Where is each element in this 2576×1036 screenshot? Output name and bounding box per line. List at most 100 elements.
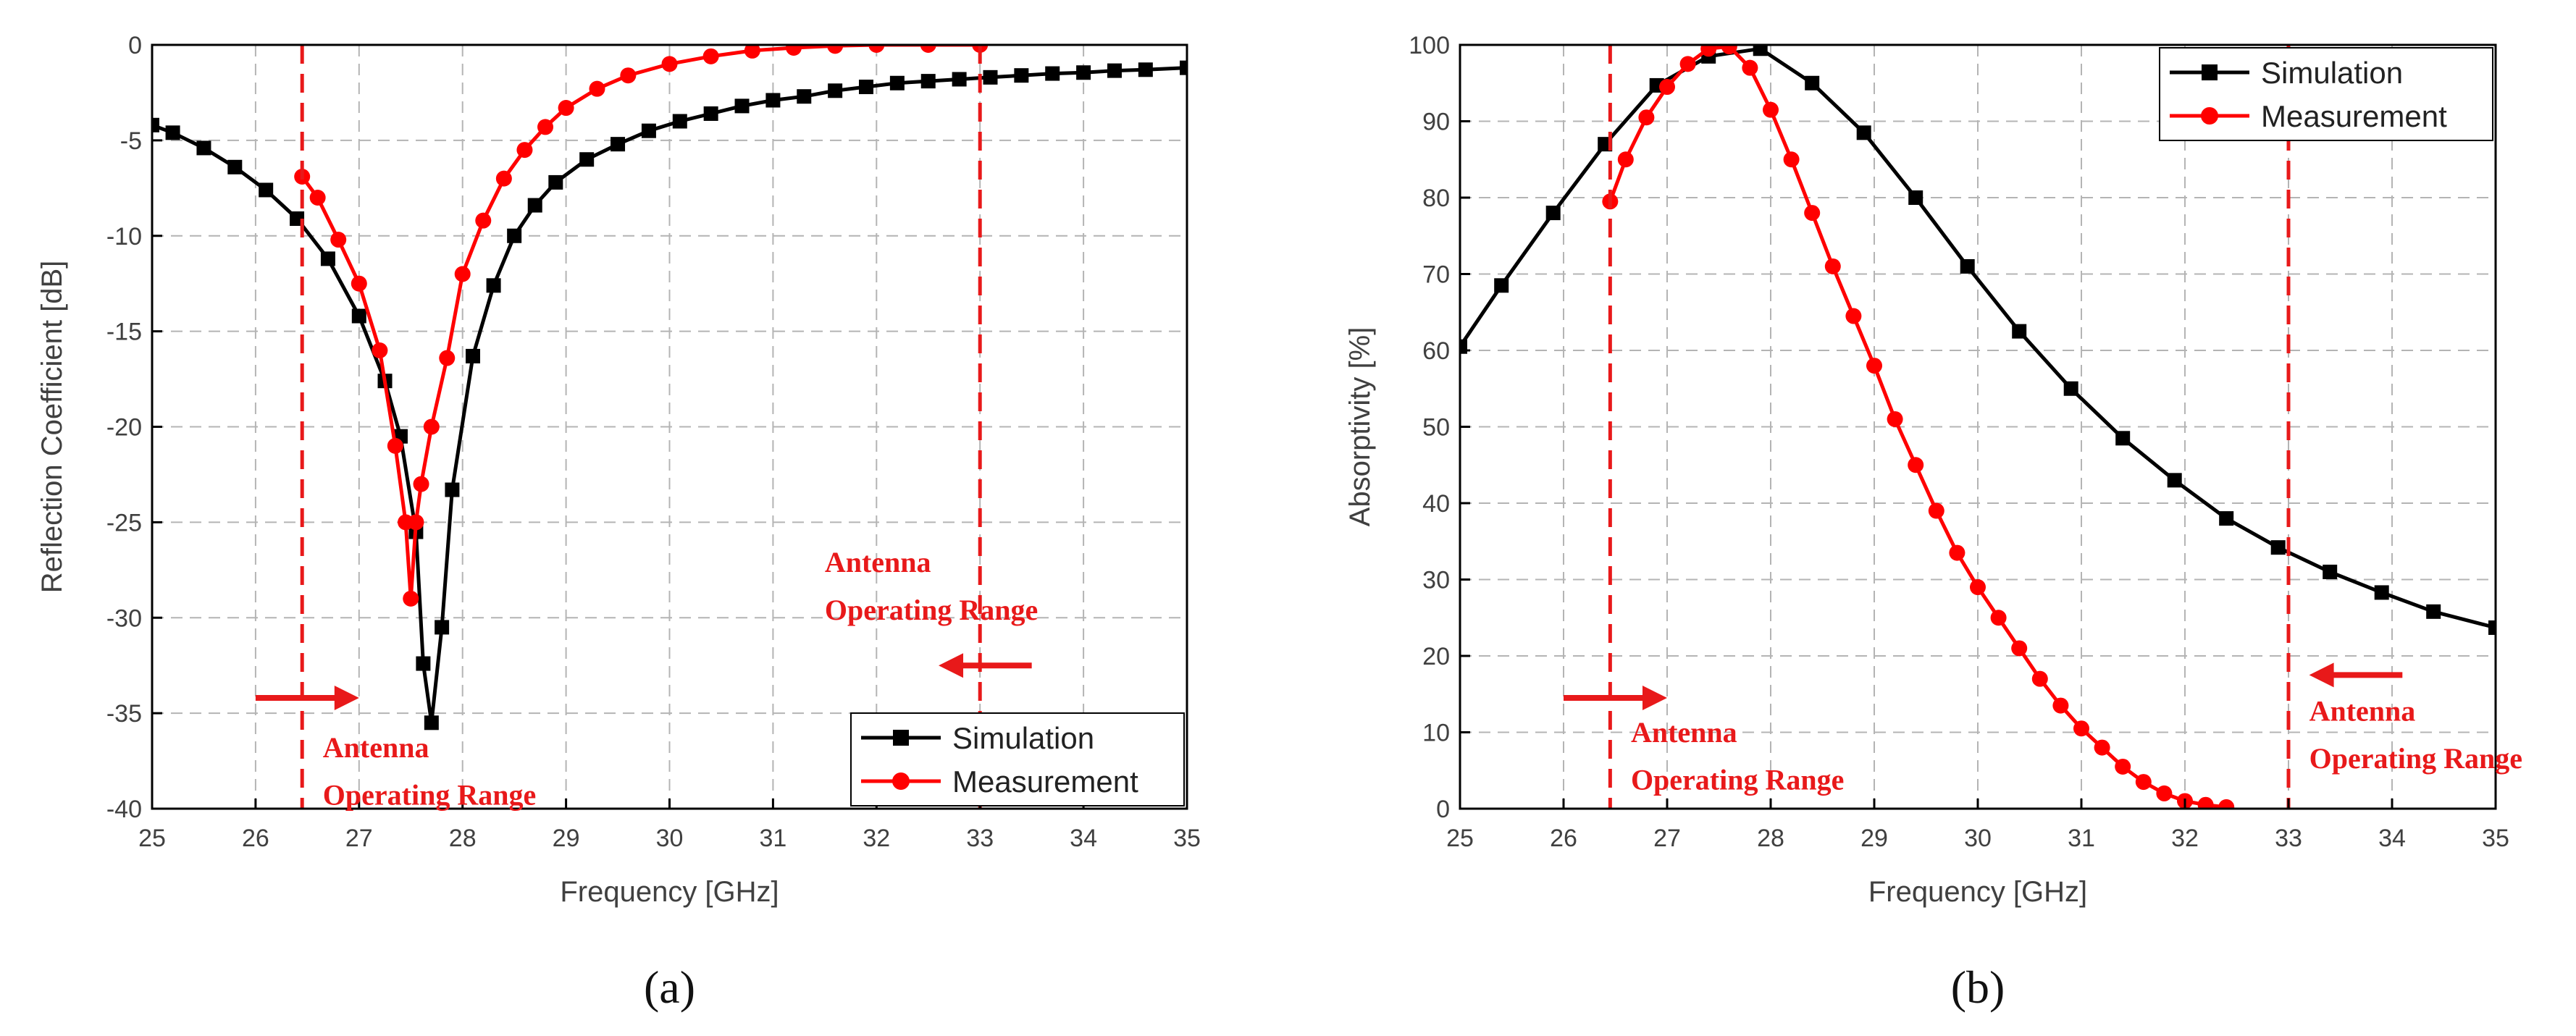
data-point-measurement <box>1721 45 1737 55</box>
x-tick-label: 34 <box>1070 825 1097 852</box>
data-point-simulation <box>320 251 335 266</box>
data-point-measurement <box>454 266 471 282</box>
x-axis-ticks: 25 26 27 28 29 30 31 32 33 34 35 <box>1446 799 2509 852</box>
data-point-simulation <box>672 114 687 129</box>
data-point-simulation <box>1753 45 1768 56</box>
y-tick-label: -15 <box>106 319 142 346</box>
data-point-measurement <box>661 56 678 72</box>
data-point-measurement <box>408 514 424 531</box>
data-point-simulation <box>889 75 905 90</box>
data-point-measurement <box>1949 544 1965 561</box>
x-tick-label: 26 <box>1550 825 1577 852</box>
y-tick-label: -40 <box>106 796 142 823</box>
x-tick-label: 35 <box>1173 825 1201 852</box>
data-point-measurement <box>439 350 456 366</box>
data-point-simulation <box>2167 473 2182 488</box>
x-tick-label: 33 <box>2275 825 2302 852</box>
legend-simulation-label: Simulation <box>2261 56 2403 90</box>
data-point-measurement <box>1700 45 1717 57</box>
y-tick-label: 0 <box>128 32 142 59</box>
data-point-simulation <box>797 89 812 104</box>
data-point-measurement <box>744 45 760 59</box>
data-point-simulation <box>1494 278 1509 293</box>
y-axis-label: Reflection Coefficient [dB] <box>36 261 68 594</box>
data-point-measurement <box>1742 59 1758 76</box>
data-point-measurement <box>2156 785 2173 801</box>
data-point-measurement <box>2073 720 2089 737</box>
data-point-measurement <box>403 590 419 607</box>
y-axis-label: Absorptivity [%] <box>1344 327 1376 527</box>
legend-simulation-marker <box>2202 64 2218 80</box>
x-axis-label: Frequency [GHz] <box>1868 876 2087 908</box>
data-point-simulation <box>165 125 180 140</box>
data-point-measurement <box>1617 151 1634 168</box>
data-point-measurement <box>1679 56 1696 72</box>
annotation-antenna-left: Antenna <box>1631 716 1737 749</box>
data-point-simulation <box>152 117 159 132</box>
data-point-measurement <box>1866 358 1882 374</box>
legend-item-simulation: Simulation <box>2170 56 2403 90</box>
y-tick-label: -10 <box>106 223 142 250</box>
annotation-operating-range-right: Operating Range <box>825 594 1038 626</box>
annotation-antenna-right: Antenna <box>2309 695 2416 728</box>
legend-item-simulation: Simulation <box>861 721 1094 755</box>
data-point-measurement <box>330 232 347 248</box>
data-point-measurement <box>2135 774 2152 791</box>
data-point-simulation <box>259 182 274 198</box>
annotation-layer <box>255 45 1032 809</box>
data-point-simulation <box>1076 65 1091 80</box>
annotation-operating-range-left: Operating Range <box>323 779 536 812</box>
x-tick-label: 27 <box>345 825 373 852</box>
y-tick-label: 0 <box>1436 796 1450 823</box>
data-point-simulation <box>435 620 450 635</box>
data-point-simulation <box>2488 620 2496 635</box>
data-point-simulation <box>765 93 781 108</box>
data-point-simulation <box>1107 63 1122 78</box>
x-axis-ticks: 25 26 27 28 29 30 31 32 33 34 35 <box>138 799 1201 852</box>
data-point-simulation <box>920 74 936 89</box>
legend-box <box>850 712 1185 807</box>
data-point-simulation <box>2270 540 2286 555</box>
data-point-simulation <box>2115 431 2131 446</box>
data-point-measurement <box>2218 799 2235 809</box>
y-tick-label: 80 <box>1422 185 1450 212</box>
y-tick-label: 20 <box>1422 643 1450 670</box>
x-tick-label: 31 <box>759 825 786 852</box>
annotation-operating-range-left: Operating Range <box>1631 764 1844 796</box>
y-tick-label: -5 <box>120 127 142 155</box>
annotation-antenna-left: Antenna <box>323 731 429 764</box>
y-tick-label: 40 <box>1422 490 1450 518</box>
legend-measurement-label: Measurement <box>2261 99 2447 133</box>
data-point-measurement <box>516 142 533 159</box>
data-point-measurement <box>785 45 802 56</box>
x-tick-label: 28 <box>449 825 477 852</box>
data-point-simulation <box>465 348 480 363</box>
data-point-simulation <box>486 278 501 293</box>
data-point-measurement <box>2052 697 2069 714</box>
data-point-measurement <box>558 100 574 117</box>
annotation-texts: Antenna Operating Range Antenna Operatin… <box>1631 695 2522 796</box>
data-point-measurement <box>1824 258 1841 274</box>
data-point-simulation <box>1856 125 1871 140</box>
annotation-operating-range-right: Operating Range <box>2309 742 2522 775</box>
data-point-measurement <box>1908 457 1924 473</box>
arrow-head <box>939 653 964 678</box>
data-point-measurement <box>589 80 605 97</box>
data-point-simulation <box>1180 60 1187 75</box>
x-axis-label: Frequency [GHz] <box>560 876 779 908</box>
y-tick-label: 50 <box>1422 414 1450 442</box>
subfigure-label-a: (a) <box>644 961 695 1013</box>
data-point-measurement <box>495 170 512 187</box>
data-point-measurement <box>1783 151 1800 168</box>
data-point-simulation <box>507 228 522 243</box>
x-tick-label: 29 <box>1860 825 1888 852</box>
y-tick-label: 10 <box>1422 720 1450 747</box>
data-point-simulation <box>1138 62 1153 77</box>
data-point-measurement <box>702 48 719 64</box>
arrow-head <box>2309 662 2334 688</box>
y-tick-label: 70 <box>1422 261 1450 289</box>
x-tick-label: 27 <box>1653 825 1681 852</box>
data-point-measurement <box>1887 410 1903 427</box>
data-point-simulation <box>734 98 750 114</box>
